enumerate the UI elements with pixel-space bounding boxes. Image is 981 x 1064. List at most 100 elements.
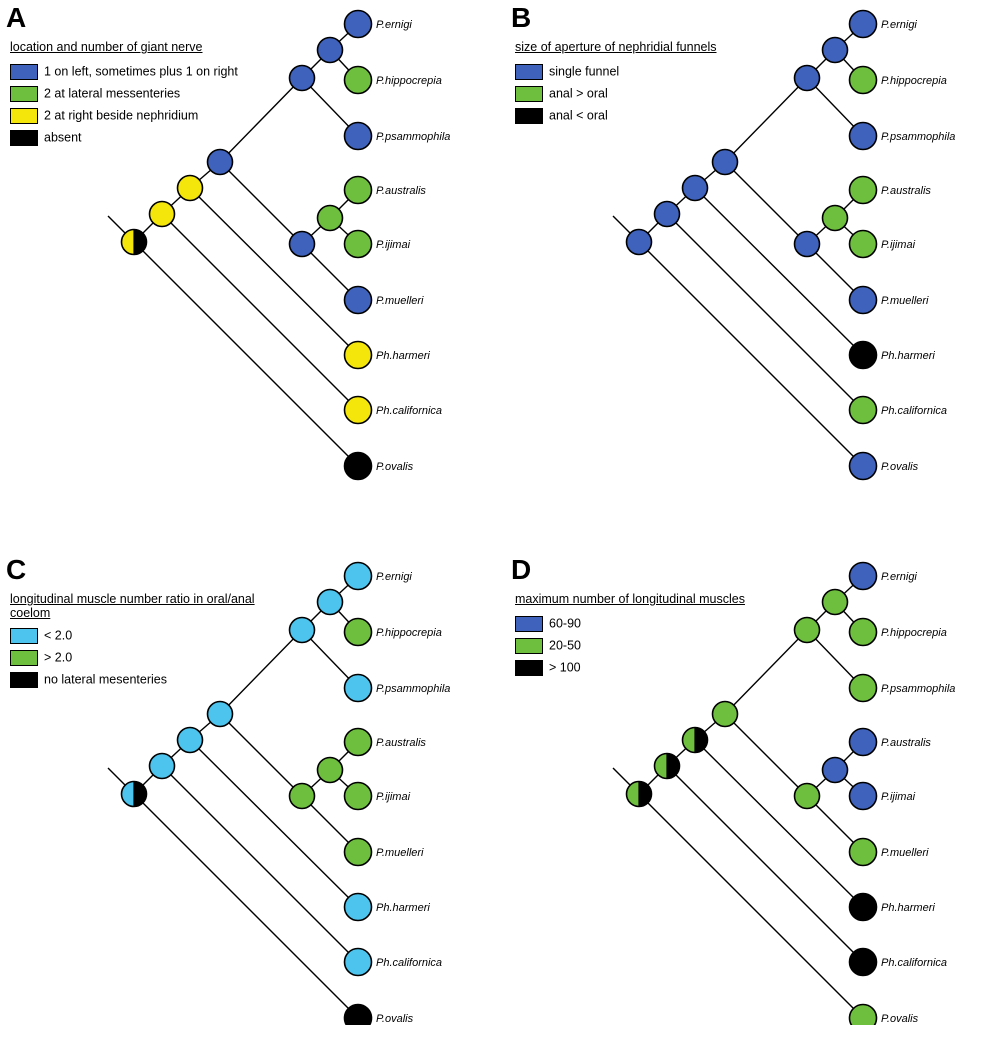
tip-state-node <box>848 121 878 151</box>
taxon-label: P.ijimai <box>376 239 411 251</box>
legend-title: location and number of giant nerve <box>10 40 203 54</box>
tip-state-node <box>343 9 373 39</box>
taxon-label: Ph.californica <box>376 957 442 969</box>
tip-state-node <box>343 673 373 703</box>
tip-state-node <box>343 892 373 922</box>
tree-branch <box>219 77 303 163</box>
tip-state-node <box>343 229 373 259</box>
ancestral-state-node <box>148 752 176 780</box>
legend-swatch <box>10 671 38 688</box>
ancestral-state-node <box>206 700 234 728</box>
tip-state-node <box>343 561 373 591</box>
ancestral-state-node <box>793 616 821 644</box>
legend-label: single funnel <box>549 64 620 79</box>
phylogenetic-tree: P.ernigi P.hippocrepia P.psammophila P.aust… <box>612 561 955 1025</box>
legend-item: < 2.0 <box>10 626 167 648</box>
taxon-label: P.ernigi <box>376 19 412 31</box>
ancestral-state-node <box>120 780 148 808</box>
legend: < 2.0 > 2.0 no lateral mesenteries <box>10 626 167 692</box>
taxon-label: Ph.californica <box>376 405 442 417</box>
tree-branch <box>189 187 359 356</box>
taxon-label: P.ernigi <box>881 19 917 31</box>
tip-state-node <box>848 561 878 591</box>
tip-state-node <box>343 340 373 370</box>
tree-branch <box>694 739 864 908</box>
legend-swatch <box>10 63 38 80</box>
taxon-label: P.psammophila <box>881 683 955 695</box>
ancestral-state-node <box>821 36 849 64</box>
legend-swatch <box>515 85 543 102</box>
ancestral-state-node <box>653 200 681 228</box>
ancestral-state-node <box>288 230 316 258</box>
ancestral-state-node <box>821 588 849 616</box>
phylogenetic-tree: P.ernigi P.hippocrepia P.psammophila P.aust… <box>612 9 955 481</box>
taxon-label: Ph.californica <box>881 405 947 417</box>
tip-state-node <box>848 340 878 370</box>
legend-swatch <box>10 627 38 644</box>
panel-letter: C <box>6 554 27 585</box>
taxon-label: Ph.harmeri <box>376 350 430 362</box>
ancestral-state-node <box>288 616 316 644</box>
ancestral-state-node <box>206 148 234 176</box>
panel-a: A location and number of giant nerve 1 o… <box>0 0 490 512</box>
ancestral-state-node <box>821 756 849 784</box>
ancestral-state-node <box>711 148 739 176</box>
panel-b: B size of aperture of nephridial funnels… <box>505 0 981 512</box>
tip-state-node <box>343 285 373 315</box>
ancestral-state-node <box>288 782 316 810</box>
legend-label: > 100 <box>549 660 581 675</box>
ancestral-state-node <box>316 36 344 64</box>
legend-label: 60-90 <box>549 616 581 631</box>
legend: 1 on left, sometimes plus 1 on right 2 a… <box>10 62 238 150</box>
taxon-label: Ph.harmeri <box>376 902 430 914</box>
tip-state-node <box>848 9 878 39</box>
legend: single funnel anal > oral anal < oral <box>515 62 619 128</box>
phylogenetic-tree: P.ernigi P.hippocrepia P.psammophila P.aust… <box>107 9 450 481</box>
tip-state-node <box>848 1003 878 1025</box>
tip-state-node <box>343 617 373 647</box>
tip-state-node <box>343 65 373 95</box>
tip-state-node <box>848 617 878 647</box>
panel-letter: D <box>511 554 532 585</box>
ancestral-state-node <box>176 726 204 754</box>
ancestral-state-node <box>793 64 821 92</box>
taxon-label: P.hippocrepia <box>881 75 947 87</box>
legend-item: 60-90 <box>515 614 581 636</box>
ancestral-state-node <box>176 174 204 202</box>
legend: 60-90 20-50 > 100 <box>515 614 581 680</box>
legend-swatch <box>10 85 38 102</box>
taxon-label: P.muelleri <box>881 295 929 307</box>
taxon-label: P.australis <box>376 737 426 749</box>
tip-state-node <box>848 673 878 703</box>
taxon-label: P.hippocrepia <box>881 627 947 639</box>
taxon-label: P.australis <box>881 737 931 749</box>
taxon-label: P.hippocrepia <box>376 627 442 639</box>
taxon-label: P.psammophila <box>376 683 450 695</box>
taxon-label: P.ovalis <box>376 1013 414 1025</box>
taxon-label: Ph.californica <box>881 957 947 969</box>
taxon-label: P.muelleri <box>376 847 424 859</box>
ancestral-state-node <box>120 228 148 256</box>
taxon-label: P.hippocrepia <box>376 75 442 87</box>
ancestral-state-node <box>625 780 653 808</box>
taxon-label: P.australis <box>881 185 931 197</box>
legend-swatch <box>515 637 543 654</box>
tree-branch <box>666 213 864 411</box>
ancestral-state-node <box>711 700 739 728</box>
legend-label: anal > oral <box>549 86 608 101</box>
legend-swatch <box>515 107 543 124</box>
tip-state-node <box>848 837 878 867</box>
tree-branch <box>724 629 808 715</box>
taxon-label: Ph.harmeri <box>881 350 935 362</box>
legend-item: 20-50 <box>515 636 581 658</box>
legend-swatch <box>10 649 38 666</box>
panel-d: D maximum number of longitudinal muscles… <box>505 552 981 1064</box>
tip-state-node <box>343 1003 373 1025</box>
taxon-label: P.ijimai <box>376 791 411 803</box>
taxon-label: P.ernigi <box>376 571 412 583</box>
tree-branch <box>133 241 359 467</box>
tree-branch <box>133 793 359 1019</box>
legend-item: 1 on left, sometimes plus 1 on right <box>10 62 238 84</box>
legend-title: size of aperture of nephridial funnels <box>515 40 717 54</box>
legend-label: 2 at lateral messenteries <box>44 86 181 101</box>
